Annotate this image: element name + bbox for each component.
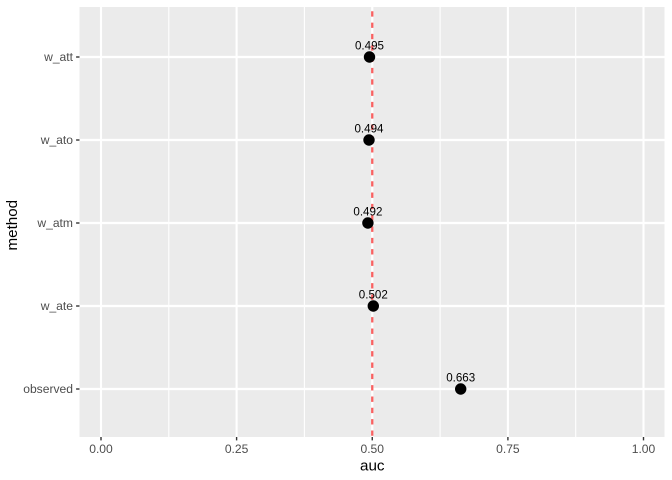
svg-text:0.502: 0.502 — [359, 289, 388, 302]
svg-text:0.492: 0.492 — [353, 206, 382, 219]
svg-text:0.00: 0.00 — [89, 442, 113, 456]
svg-text:auc: auc — [360, 457, 385, 474]
svg-text:0.663: 0.663 — [446, 372, 475, 385]
svg-text:w_ato: w_ato — [40, 133, 74, 147]
svg-text:0.495: 0.495 — [355, 40, 384, 53]
svg-text:w_atm: w_atm — [36, 216, 73, 230]
svg-text:0.25: 0.25 — [225, 442, 249, 456]
svg-text:1.00: 1.00 — [632, 442, 656, 456]
svg-text:observed: observed — [23, 382, 73, 396]
svg-text:w_ate: w_ate — [40, 299, 74, 313]
svg-text:0.50: 0.50 — [360, 442, 384, 456]
svg-text:0.75: 0.75 — [496, 442, 520, 456]
svg-text:method: method — [4, 200, 21, 251]
svg-text:w_att: w_att — [43, 50, 74, 64]
svg-text:0.494: 0.494 — [354, 123, 384, 136]
